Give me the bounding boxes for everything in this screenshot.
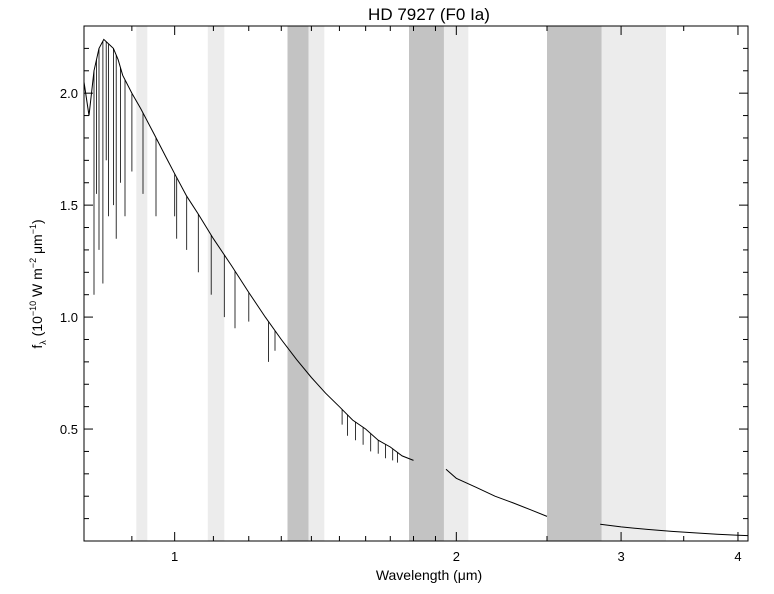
y-label-exp2: −2 [28, 258, 38, 268]
y-label-mid1: W m [29, 268, 45, 301]
y-label-mid2: μm [29, 234, 45, 258]
y-label-exp1: −10 [28, 301, 38, 316]
chart-title: HD 7927 (F0 Ia) [368, 5, 490, 24]
band-light-5 [443, 26, 469, 541]
x-tick-label-3: 4 [734, 549, 741, 564]
x-axis-label: Wavelength (μm) [376, 567, 482, 583]
y-tick-label-2: 1.5 [60, 198, 78, 213]
band-light-7 [601, 26, 666, 541]
y-label-sub: λ [38, 340, 48, 345]
spectrum-segment-0 [83, 38, 414, 461]
spectrum-segment-1 [445, 468, 548, 517]
band-dark-6 [547, 26, 602, 541]
band-dark-4 [409, 26, 444, 541]
y-label-close: ) [29, 219, 45, 224]
spectrum-series [83, 38, 749, 537]
axis-ticks: 1 2 3 4 0.5 1.0 1.5 2.0 [60, 26, 748, 564]
plot-frame [83, 25, 749, 542]
x-tick-label-2: 3 [617, 549, 624, 564]
y-tick-label-1: 1.0 [60, 310, 78, 325]
x-tick-label-0: 1 [171, 549, 178, 564]
y-label-open: (10 [29, 316, 45, 340]
x-tick-label-1: 2 [453, 549, 460, 564]
band-light-3 [308, 26, 325, 541]
y-tick-label-3: 2.0 [60, 86, 78, 101]
y-label-exp3: −1 [28, 224, 38, 234]
band-light-1 [207, 26, 225, 541]
y-axis-label: fλ (10−10 W m−2 μm−1) [28, 219, 48, 348]
band-dark-2 [287, 26, 309, 541]
shaded-bands [136, 26, 666, 541]
band-light-0 [136, 26, 148, 541]
spectrum-segment-2 [600, 523, 749, 537]
y-label-base: f [29, 345, 45, 349]
y-tick-label-0: 0.5 [60, 422, 78, 437]
